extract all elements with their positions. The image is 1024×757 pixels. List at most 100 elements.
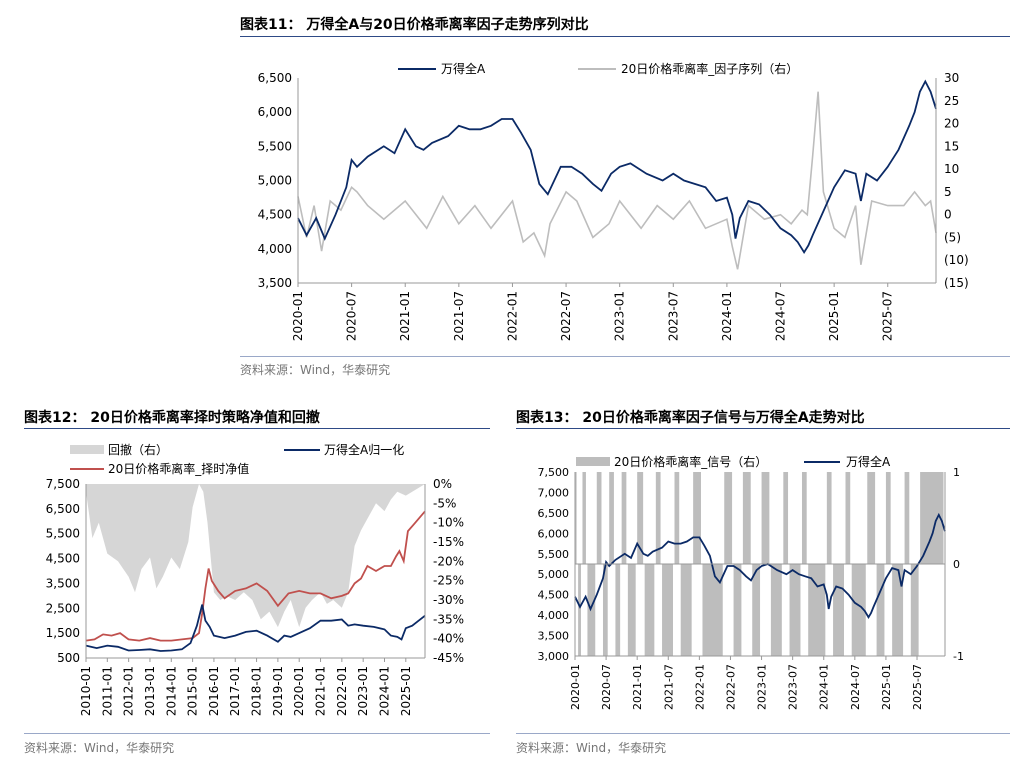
fig13-y-right-tick-label: -1: [953, 650, 964, 663]
fig12-x-tick-label: 2025-01: [399, 666, 413, 716]
fig13-x-tick-label: 2025-07: [911, 664, 924, 710]
fig12-x-tick-label: 2012-01: [122, 666, 136, 716]
fig11-y-right-tick-label: 20: [944, 117, 959, 131]
fig11-source-rule: [240, 356, 1010, 357]
fig11-y-right-tick-label: 15: [944, 139, 959, 153]
fig12-y-right-tick-label: -25%: [433, 574, 464, 588]
fig13-y-left-tick-label: 6,500: [538, 507, 570, 520]
fig12-x-tick-label: 2018-01: [250, 666, 264, 716]
fig12-x-tick-label: 2023-01: [356, 666, 370, 716]
fig13-signal-bar: [801, 472, 807, 564]
fig13-signal-bar: [826, 472, 832, 564]
fig13-source-rule: [516, 733, 1010, 734]
fig13-signal-bar: [609, 472, 614, 564]
fig11-x-tick-label: 2025-01: [827, 291, 841, 341]
fig12-y-right-tick-label: 0%: [433, 477, 452, 491]
fig13-y-left-tick-label: 5,500: [538, 548, 570, 561]
fig13-signal-bar: [885, 472, 891, 564]
fig13-y-left-tick-label: 3,000: [538, 650, 570, 663]
fig11-y-right-tick-label: 30: [944, 71, 959, 85]
fig12-y-right-tick-label: -30%: [433, 593, 464, 607]
fig11-y-right-tick-label: (10): [944, 253, 969, 267]
fig12-y-left-tick-label: 500: [57, 651, 80, 665]
fig12-x-tick-label: 2021-01: [314, 666, 328, 716]
fig12-y-left-tick-label: 3,500: [46, 576, 80, 590]
fig13-y-left-tick-label: 3,500: [538, 630, 570, 643]
fig12-x-tick-label: 2020-01: [292, 666, 306, 716]
fig13-x-tick-label: 2022-01: [693, 664, 706, 710]
fig13-signal-bar: [693, 472, 701, 564]
fig12-y-right-tick-label: -45%: [433, 651, 464, 665]
fig12-y-left-tick-label: 2,500: [46, 601, 80, 615]
fig12-y-right-tick-label: -40%: [433, 632, 464, 646]
fig13-legend-signal: 20日价格乖离率_信号（右）: [614, 454, 767, 469]
fig13-signal-bar: [904, 472, 910, 564]
fig13-x-tick-label: 2020-01: [569, 664, 582, 710]
fig13-signal-bar: [655, 472, 661, 564]
fig11-x-tick-label: 2025-07: [881, 291, 895, 341]
fig13-signal-bar: [833, 564, 845, 656]
fig12-x-tick-label: 2011-01: [100, 666, 114, 716]
fig13-signal-bar: [851, 564, 866, 656]
fig12-x-tick-label: 2022-01: [335, 666, 349, 716]
fig12-x-tick-label: 2019-01: [271, 666, 285, 716]
fig12-y-left-tick-label: 5,500: [46, 527, 80, 541]
fig11-y-right-tick-label: 5: [944, 185, 952, 199]
fig13-signal-bar: [770, 564, 782, 656]
fig12-y-right-tick-label: -20%: [433, 554, 464, 568]
fig12-x-tick-label: 2013-01: [143, 666, 157, 716]
fig11-x-tick-label: 2020-01: [291, 291, 305, 341]
fig13-title-rule: [516, 428, 1010, 429]
fig13-signal-bar: [662, 564, 673, 656]
fig13-signal-bar: [920, 472, 944, 564]
fig13-legend-signal-swatch: [576, 457, 610, 466]
fig12-x-tick-label: 2016-01: [207, 666, 221, 716]
fig12-title: 图表12： 20日价格乖离率择时策略净值和回撤: [24, 410, 320, 426]
fig12-y-right-tick-label: -10%: [433, 516, 464, 530]
fig13-signal-bar: [621, 472, 627, 564]
fig11-y-right-tick-label: 10: [944, 162, 959, 176]
fig11-x-tick-label: 2024-01: [720, 291, 734, 341]
fig11-x-tick-label: 2023-07: [666, 291, 680, 341]
fig13-y-left-tick-label: 6,000: [538, 527, 570, 540]
fig13-y-left-tick-label: 4,000: [538, 609, 570, 622]
fig11-y-left-tick-label: 6,500: [258, 71, 292, 85]
fig11-y-right-tick-label: 0: [944, 208, 952, 222]
fig13-signal-bar: [582, 472, 586, 564]
fig11-title: 图表11： 万得全A与20日价格乖离率因子走势序列对比: [240, 17, 589, 33]
fig11-x-tick-label: 2024-07: [774, 291, 788, 341]
fig11-y-left-tick-label: 4,000: [258, 242, 292, 256]
fig13-signal-bar: [742, 472, 751, 564]
fig11-y-right-tick-label: (5): [944, 230, 961, 244]
fig13-signal-bar: [845, 472, 851, 564]
fig13-y-left-tick-label: 4,500: [538, 589, 570, 602]
fig13-signal-bar: [587, 564, 596, 656]
fig11-y-left-tick-label: 3,500: [258, 276, 292, 290]
fig13-y-right-tick-label: 0: [953, 558, 960, 571]
fig13-signal-bar: [876, 564, 885, 656]
fig13-signal-bar: [602, 564, 608, 656]
fig11-y-right-tick-label: (15): [944, 276, 969, 290]
fig11-y-right-tick-label: 25: [944, 94, 959, 108]
fig11-y-left-tick-label: 5,500: [258, 139, 292, 153]
fig12-y-right-tick-label: -15%: [433, 535, 464, 549]
fig11-series-factor-line: [297, 91, 937, 270]
fig12-y-left-tick-label: 1,500: [46, 626, 80, 640]
fig11-series-wind-a-line: [297, 79, 937, 255]
fig12-y-right-tick-label: -35%: [433, 612, 464, 626]
fig13-y-right-tick-label: 1: [953, 466, 960, 479]
fig13-series-wind-a-line: [574, 512, 946, 619]
fig12-y-left-tick-label: 6,500: [46, 502, 80, 516]
fig13-signal-bar: [674, 472, 680, 564]
fig13-signal-bar: [910, 564, 919, 656]
fig11-legend-wind-a: 万得全A: [441, 61, 486, 76]
fig12-x-tick-label: 2017-01: [228, 666, 242, 716]
fig13-x-tick-label: 2021-07: [662, 664, 675, 710]
fig13-y-left-tick-label: 7,000: [538, 486, 570, 499]
fig11-x-tick-label: 2023-01: [613, 291, 627, 341]
fig11-x-tick-label: 2021-01: [398, 291, 412, 341]
fig12-source: 资料来源：Wind，华泰研究: [24, 741, 175, 755]
fig13-signal-bar: [596, 472, 602, 564]
fig13-y-left-tick-label: 5,000: [538, 568, 570, 581]
